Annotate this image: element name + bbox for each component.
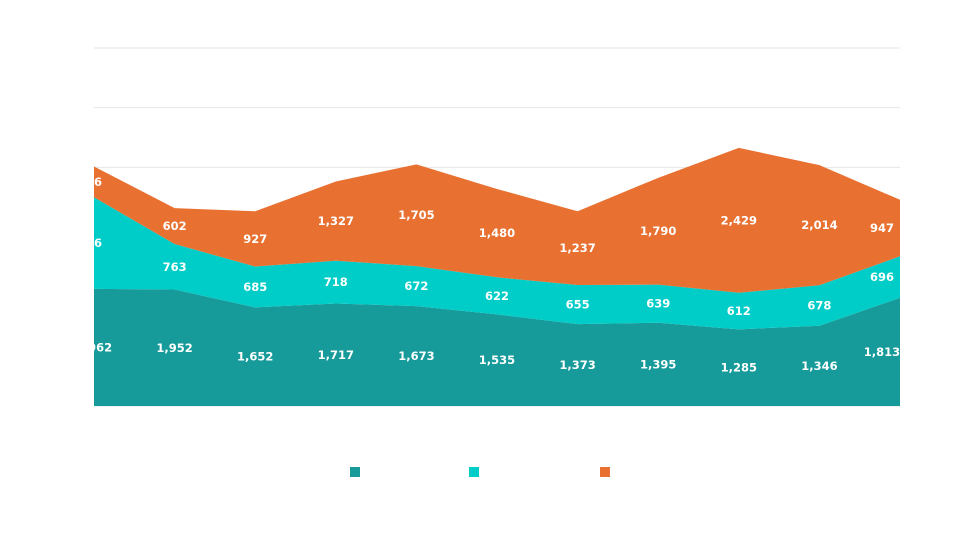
data-label: 1,285 [721,361,757,375]
data-label: 1,237 [559,241,595,255]
data-label: 16 [86,175,102,189]
data-label: 1,327 [318,214,354,228]
area-series-group [94,147,900,406]
data-label: 1,962 [76,340,112,354]
data-label: 2,429 [721,213,757,227]
data-label: 2,014 [801,218,837,232]
data-label: 685 [243,280,267,294]
data-label: 1,705 [398,208,434,222]
data-label: 1,813 [864,345,900,359]
data-label: 655 [566,298,590,312]
legend [350,467,610,477]
legend-marker-series-3 [600,467,610,477]
data-label: 927 [243,232,267,246]
data-label: 1,373 [559,358,595,372]
data-label: 1,395 [640,357,676,371]
data-label: 1,535 [479,353,515,367]
data-label: 639 [646,297,670,311]
area-series-1 [94,288,900,406]
data-label: 1,480 [479,226,515,240]
data-label: 622 [485,289,509,303]
data-label: 678 [807,298,831,312]
data-label: 1,652 [237,350,273,364]
area-series-2 [94,197,900,330]
data-label: 1,673 [398,349,434,363]
area-series-3 [94,147,900,293]
data-label: 947 [870,221,894,235]
data-label: 1,952 [156,341,192,355]
data-label: 1,717 [318,348,354,362]
data-label: 36 [86,236,102,250]
data-label: 612 [727,304,751,318]
data-label: 763 [163,260,187,274]
data-labels: 1,962 1,952 1,652 1,717 1,673 1,535 1,373 1,395… [76,175,900,375]
data-label: 602 [163,219,187,233]
data-label: 696 [870,270,894,284]
data-label: 672 [404,279,428,293]
legend-marker-series-1 [350,467,360,477]
data-label: 1,790 [640,224,676,238]
data-label: 1,346 [801,359,837,373]
data-label: 718 [324,275,348,289]
legend-marker-series-2 [469,467,479,477]
